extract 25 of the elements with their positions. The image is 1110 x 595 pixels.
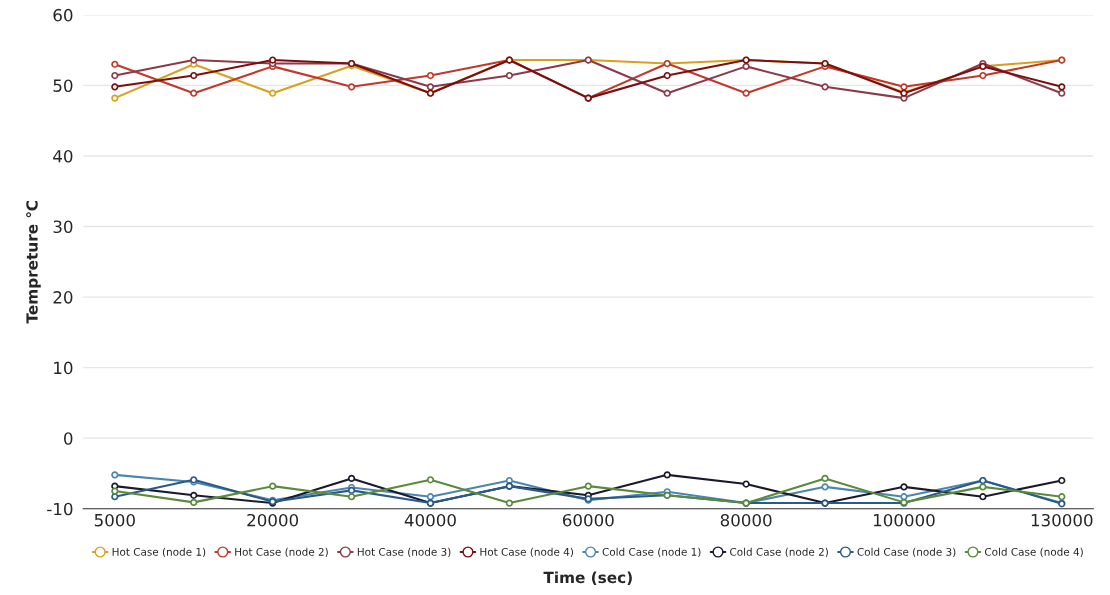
- x-axis-title: Time (sec): [543, 571, 632, 586]
- x-tick-label: 130000: [1031, 513, 1093, 527]
- legend-label: Hot Case (node 2): [235, 547, 328, 558]
- x-tick-label: 5000: [94, 513, 135, 527]
- x-tick-label: 20000: [247, 513, 299, 527]
- y-tick-label: 20: [53, 291, 73, 304]
- y-tick-label: 60: [53, 8, 73, 22]
- legend-label: Hot Case (node 1): [112, 547, 206, 558]
- legend-label: Cold Case (node 4): [984, 547, 1083, 558]
- legend-label: Cold Case (node 2): [730, 547, 828, 558]
- y-tick-label: -10: [47, 502, 73, 516]
- x-tick-label: 60000: [562, 513, 614, 527]
- legend-label: Cold Case (node 3): [857, 547, 956, 558]
- x-tick-label: 80000: [720, 513, 772, 527]
- y-tick-label: 40: [53, 149, 73, 163]
- legend-label: Hot Case (node 3): [357, 547, 451, 558]
- x-tick-label: 40000: [404, 513, 456, 527]
- y-axis-title: Tempreture ℃: [26, 201, 41, 324]
- legend-label: Hot Case (node 4): [480, 547, 573, 558]
- y-tick-label: 30: [53, 220, 73, 234]
- legend-label: Cold Case (node 1): [602, 547, 701, 558]
- x-tick-label: 100000: [873, 513, 935, 527]
- y-tick-label: 50: [53, 79, 73, 92]
- y-tick-label: 10: [54, 361, 73, 375]
- y-tick-label: 0: [64, 432, 73, 445]
